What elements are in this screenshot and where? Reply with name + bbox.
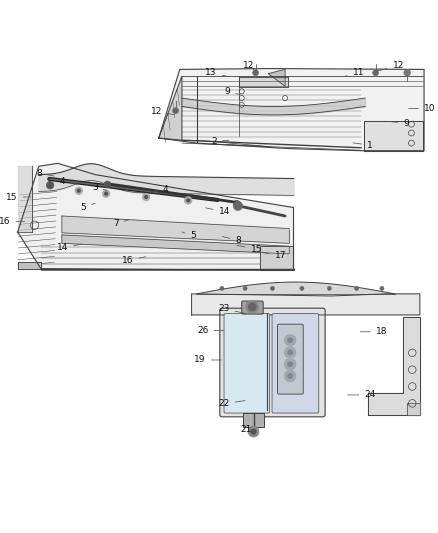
- Circle shape: [251, 429, 256, 434]
- Text: 12: 12: [243, 61, 255, 71]
- FancyBboxPatch shape: [220, 308, 325, 417]
- Text: 8: 8: [223, 236, 241, 245]
- Circle shape: [104, 181, 111, 188]
- Text: 4: 4: [152, 184, 169, 193]
- Circle shape: [287, 361, 293, 367]
- Circle shape: [186, 198, 191, 203]
- Text: 12: 12: [377, 61, 404, 71]
- Polygon shape: [191, 294, 420, 315]
- Text: 17: 17: [260, 252, 286, 261]
- Circle shape: [287, 373, 293, 379]
- Polygon shape: [18, 262, 41, 269]
- Circle shape: [77, 189, 81, 193]
- Text: 10: 10: [409, 104, 435, 113]
- Text: 13: 13: [205, 68, 229, 77]
- Circle shape: [380, 286, 384, 290]
- FancyBboxPatch shape: [242, 301, 263, 314]
- Text: 24: 24: [347, 391, 375, 399]
- Polygon shape: [62, 235, 289, 254]
- FancyBboxPatch shape: [224, 313, 269, 413]
- Circle shape: [75, 187, 82, 195]
- Text: 15: 15: [6, 192, 31, 201]
- Circle shape: [233, 201, 243, 211]
- Circle shape: [287, 337, 293, 343]
- Text: 19: 19: [194, 356, 221, 365]
- Text: 5: 5: [182, 231, 196, 240]
- Polygon shape: [18, 163, 293, 270]
- Polygon shape: [364, 121, 423, 151]
- Circle shape: [234, 200, 240, 206]
- Circle shape: [284, 370, 296, 382]
- Circle shape: [46, 181, 54, 189]
- Circle shape: [284, 346, 296, 358]
- Circle shape: [284, 334, 296, 346]
- Polygon shape: [407, 403, 420, 415]
- Text: 14: 14: [57, 244, 82, 253]
- Text: 9: 9: [389, 119, 409, 128]
- Polygon shape: [159, 69, 424, 151]
- Text: 4: 4: [60, 176, 78, 185]
- Polygon shape: [268, 69, 285, 86]
- Polygon shape: [18, 166, 32, 232]
- Text: 16: 16: [122, 256, 145, 265]
- Circle shape: [220, 286, 224, 290]
- Circle shape: [327, 286, 332, 290]
- Circle shape: [184, 197, 192, 204]
- Text: 26: 26: [197, 326, 224, 335]
- Text: 5: 5: [81, 203, 95, 212]
- Circle shape: [248, 426, 259, 437]
- FancyBboxPatch shape: [278, 324, 303, 394]
- Circle shape: [253, 70, 258, 76]
- Text: 21: 21: [240, 424, 255, 434]
- Circle shape: [173, 108, 179, 114]
- Text: 1: 1: [353, 141, 373, 150]
- Polygon shape: [368, 317, 420, 415]
- Circle shape: [373, 70, 378, 76]
- Text: 16: 16: [0, 217, 25, 226]
- Circle shape: [287, 350, 293, 356]
- Polygon shape: [62, 216, 289, 244]
- Circle shape: [248, 303, 256, 311]
- Circle shape: [102, 190, 110, 197]
- FancyBboxPatch shape: [243, 414, 264, 427]
- Text: 22: 22: [218, 399, 245, 408]
- Polygon shape: [159, 76, 182, 140]
- Text: 23: 23: [218, 304, 245, 313]
- Polygon shape: [260, 246, 293, 270]
- Circle shape: [300, 286, 304, 290]
- Text: 14: 14: [205, 207, 230, 216]
- Circle shape: [284, 358, 296, 370]
- Circle shape: [104, 191, 108, 196]
- Circle shape: [243, 286, 247, 290]
- Text: 15: 15: [237, 245, 262, 254]
- Text: 8: 8: [36, 168, 54, 177]
- Text: 18: 18: [360, 327, 387, 336]
- Text: 7: 7: [113, 220, 129, 229]
- Polygon shape: [239, 77, 289, 87]
- FancyBboxPatch shape: [272, 313, 319, 413]
- Text: 12: 12: [151, 107, 174, 116]
- Circle shape: [142, 193, 150, 201]
- Circle shape: [246, 301, 258, 313]
- Text: 2: 2: [211, 137, 229, 146]
- Text: 3: 3: [92, 183, 107, 192]
- Text: 11: 11: [344, 68, 364, 77]
- Text: 9: 9: [225, 87, 240, 96]
- Circle shape: [270, 286, 275, 290]
- Circle shape: [404, 69, 410, 76]
- Circle shape: [355, 286, 359, 290]
- Circle shape: [144, 195, 148, 199]
